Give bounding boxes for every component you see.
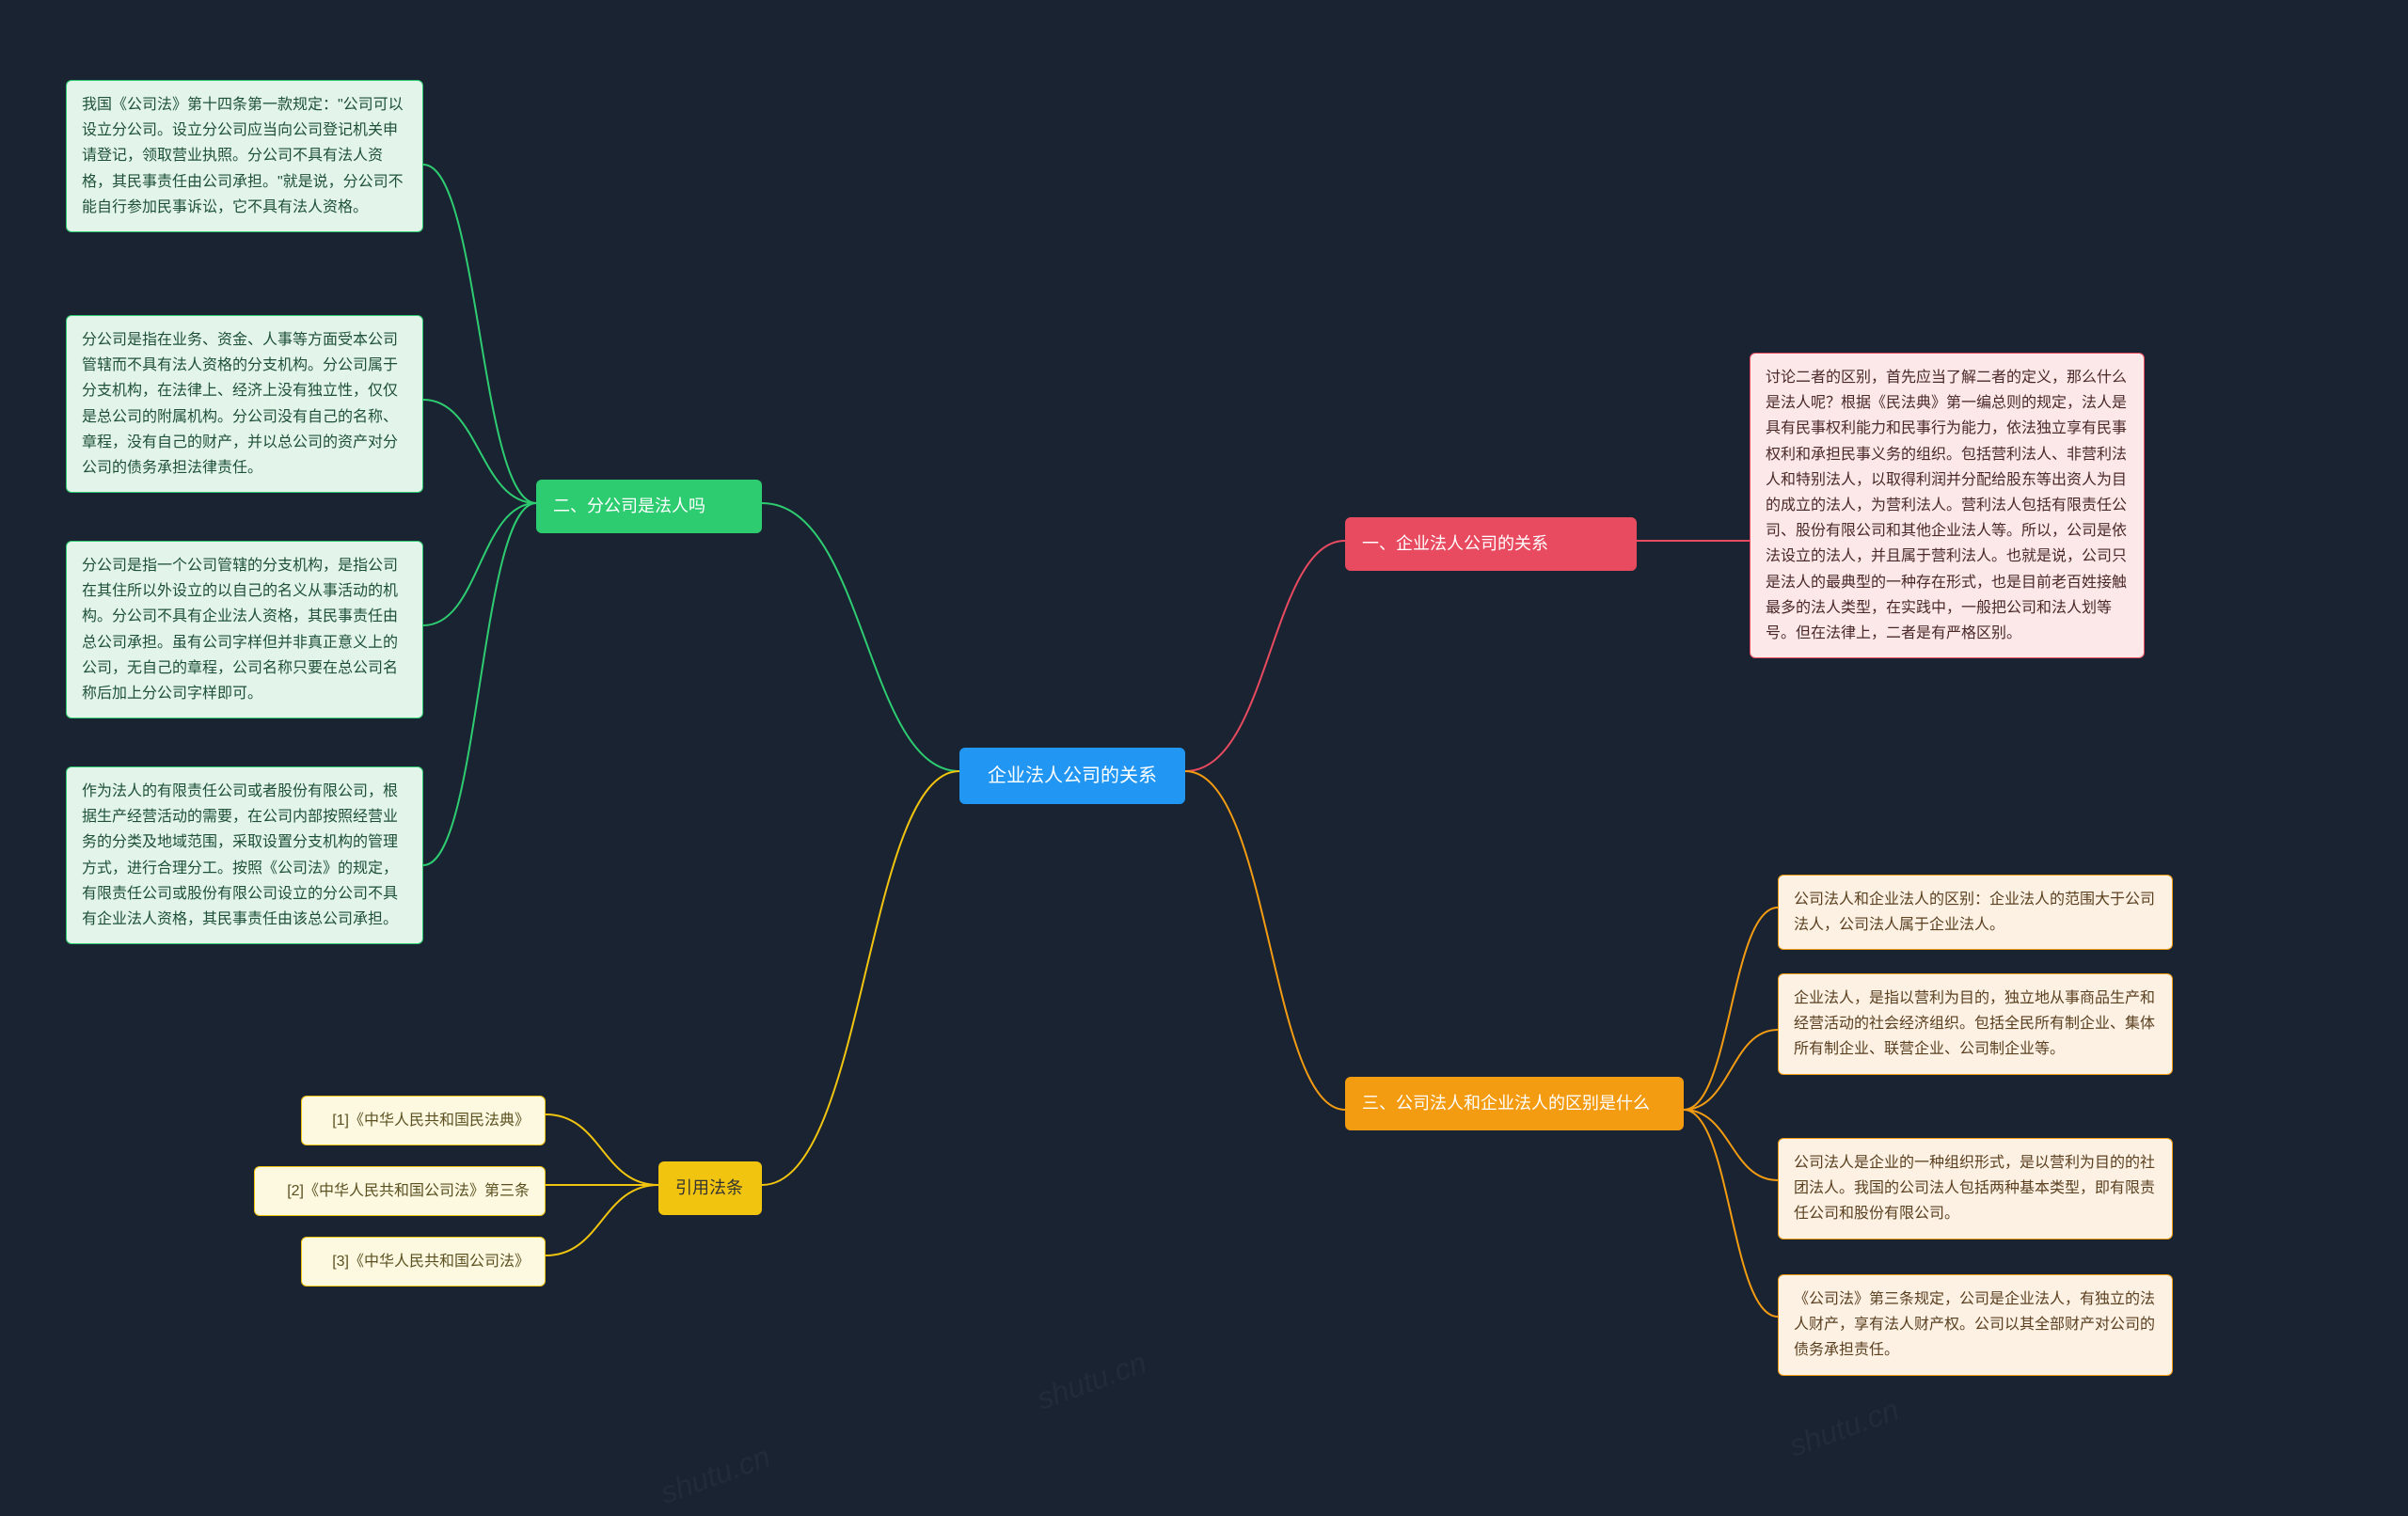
branch-2-leaf-3: 作为法人的有限责任公司或者股份有限公司，根据生产经营活动的需要，在公司内部按照经…: [66, 766, 423, 944]
branch-4-leaf-1-text: [2]《中华人民共和国公司法》第三条: [287, 1183, 530, 1199]
watermark: shutu.cn: [1784, 1392, 1903, 1463]
branch-3-leaf-0: 公司法人和企业法人的区别：企业法人的范围大于公司法人，公司法人属于企业法人。: [1778, 875, 2173, 950]
branch-1-leaf-0: 讨论二者的区别，首先应当了解二者的定义，那么什么是法人呢？根据《民法典》第一编总…: [1750, 353, 2145, 658]
branch-1-leaf-0-text: 讨论二者的区别，首先应当了解二者的定义，那么什么是法人呢？根据《民法典》第一编总…: [1766, 370, 2127, 641]
branch-2-leaf-0-text: 我国《公司法》第十四条第一款规定："公司可以设立分公司。设立分公司应当向公司登记…: [82, 97, 404, 215]
branch-3[interactable]: 三、公司法人和企业法人的区别是什么: [1345, 1077, 1684, 1130]
branch-3-leaf-1: 企业法人，是指以营利为目的，独立地从事商品生产和经营活动的社会经济组织。包括全民…: [1778, 973, 2173, 1075]
branch-3-leaf-3: 《公司法》第三条规定，公司是企业法人，有独立的法人财产，享有法人财产权。公司以其…: [1778, 1274, 2173, 1376]
branch-4-leaf-1: [2]《中华人民共和国公司法》第三条: [254, 1166, 546, 1216]
branch-2-leaf-2-text: 分公司是指一个公司管辖的分支机构，是指公司在其住所以外设立的以自己的名义从事活动…: [82, 558, 398, 702]
branch-2-leaf-0: 我国《公司法》第十四条第一款规定："公司可以设立分公司。设立分公司应当向公司登记…: [66, 80, 423, 232]
branch-1[interactable]: 一、企业法人公司的关系: [1345, 517, 1637, 571]
root-label: 企业法人公司的关系: [988, 766, 1157, 786]
branch-3-label: 三、公司法人和企业法人的区别是什么: [1362, 1094, 1650, 1113]
watermark: shutu.cn: [656, 1439, 774, 1510]
branch-4-leaf-0: [1]《中华人民共和国民法典》: [301, 1096, 546, 1145]
branch-3-leaf-2-text: 公司法人是企业的一种组织形式，是以营利为目的的社团法人。我国的公司法人包括两种基…: [1794, 1155, 2155, 1222]
branch-3-leaf-0-text: 公司法人和企业法人的区别：企业法人的范围大于公司法人，公司法人属于企业法人。: [1794, 892, 2155, 933]
branch-1-label: 一、企业法人公司的关系: [1362, 534, 1548, 553]
branch-3-leaf-1-text: 企业法人，是指以营利为目的，独立地从事商品生产和经营活动的社会经济组织。包括全民…: [1794, 990, 2155, 1057]
branch-4-leaf-2-text: [3]《中华人民共和国公司法》: [332, 1254, 530, 1270]
branch-4[interactable]: 引用法条: [658, 1161, 762, 1215]
branch-2-leaf-3-text: 作为法人的有限责任公司或者股份有限公司，根据生产经营活动的需要，在公司内部按照经…: [82, 783, 398, 927]
branch-4-label: 引用法条: [675, 1178, 743, 1197]
branch-2-label: 二、分公司是法人吗: [553, 497, 705, 515]
watermark: shutu.cn: [1032, 1345, 1150, 1416]
branch-2-leaf-2: 分公司是指一个公司管辖的分支机构，是指公司在其住所以外设立的以自己的名义从事活动…: [66, 541, 423, 719]
branch-4-leaf-0-text: [1]《中华人民共和国民法典》: [332, 1113, 530, 1129]
branch-2-leaf-1: 分公司是指在业务、资金、人事等方面受本公司管辖而不具有法人资格的分支机构。分公司…: [66, 315, 423, 493]
branch-4-leaf-2: [3]《中华人民共和国公司法》: [301, 1237, 546, 1287]
root-node[interactable]: 企业法人公司的关系: [959, 748, 1185, 804]
branch-2-leaf-1-text: 分公司是指在业务、资金、人事等方面受本公司管辖而不具有法人资格的分支机构。分公司…: [82, 332, 398, 476]
branch-3-leaf-2: 公司法人是企业的一种组织形式，是以营利为目的的社团法人。我国的公司法人包括两种基…: [1778, 1138, 2173, 1240]
branch-3-leaf-3-text: 《公司法》第三条规定，公司是企业法人，有独立的法人财产，享有法人财产权。公司以其…: [1794, 1291, 2155, 1358]
branch-2[interactable]: 二、分公司是法人吗: [536, 480, 762, 533]
